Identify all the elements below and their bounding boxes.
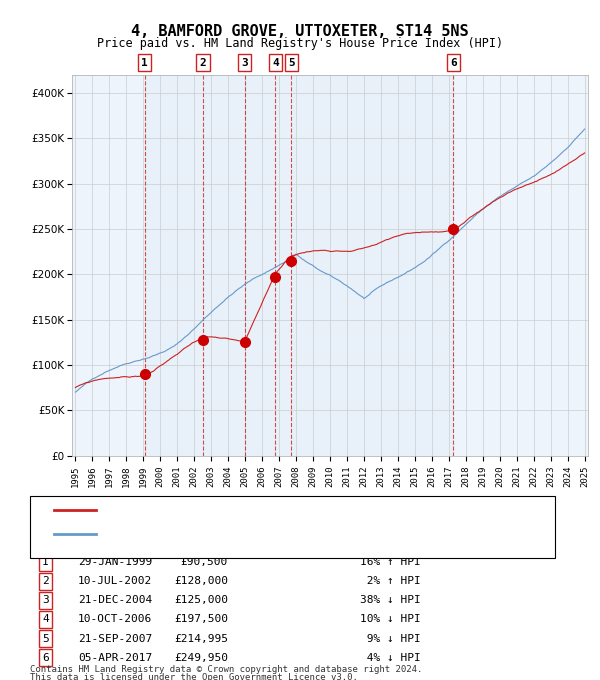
- Text: HPI: Average price, detached house, East Staffordshire: HPI: Average price, detached house, East…: [102, 529, 439, 539]
- Text: 4: 4: [42, 615, 49, 624]
- Text: Price paid vs. HM Land Registry's House Price Index (HPI): Price paid vs. HM Land Registry's House …: [97, 37, 503, 50]
- Text: 3: 3: [241, 58, 248, 67]
- Text: 10-JUL-2002: 10-JUL-2002: [78, 577, 152, 586]
- Text: 10% ↓ HPI: 10% ↓ HPI: [360, 615, 421, 624]
- Text: 6: 6: [42, 653, 49, 662]
- Text: 4, BAMFORD GROVE, UTTOXETER, ST14 5NS: 4, BAMFORD GROVE, UTTOXETER, ST14 5NS: [131, 24, 469, 39]
- Text: £214,995: £214,995: [174, 634, 228, 643]
- Text: 2: 2: [42, 577, 49, 586]
- Text: 29-JAN-1999: 29-JAN-1999: [78, 558, 152, 567]
- Text: 4% ↓ HPI: 4% ↓ HPI: [360, 653, 421, 662]
- Text: £90,500: £90,500: [181, 558, 228, 567]
- Text: 5: 5: [42, 634, 49, 643]
- Text: 6: 6: [450, 58, 457, 67]
- Text: This data is licensed under the Open Government Licence v3.0.: This data is licensed under the Open Gov…: [30, 673, 358, 680]
- Text: 05-APR-2017: 05-APR-2017: [78, 653, 152, 662]
- Text: £249,950: £249,950: [174, 653, 228, 662]
- Text: 2: 2: [200, 58, 206, 67]
- Text: 3: 3: [42, 596, 49, 605]
- Text: 10-OCT-2006: 10-OCT-2006: [78, 615, 152, 624]
- Text: 5: 5: [288, 58, 295, 67]
- Text: Contains HM Land Registry data © Crown copyright and database right 2024.: Contains HM Land Registry data © Crown c…: [30, 665, 422, 674]
- Text: 9% ↓ HPI: 9% ↓ HPI: [360, 634, 421, 643]
- Text: 4: 4: [272, 58, 279, 67]
- Text: £128,000: £128,000: [174, 577, 228, 586]
- Text: 2% ↑ HPI: 2% ↑ HPI: [360, 577, 421, 586]
- Bar: [145, 75, 453, 456]
- Text: £125,000: £125,000: [174, 596, 228, 605]
- Text: 1: 1: [42, 558, 49, 567]
- Text: 21-SEP-2007: 21-SEP-2007: [78, 634, 152, 643]
- Text: 4, BAMFORD GROVE, UTTOXETER, ST14 5NS (detached house): 4, BAMFORD GROVE, UTTOXETER, ST14 5NS (d…: [102, 505, 439, 515]
- Text: £197,500: £197,500: [174, 615, 228, 624]
- Text: 38% ↓ HPI: 38% ↓ HPI: [360, 596, 421, 605]
- Text: 1: 1: [141, 58, 148, 67]
- Text: 16% ↑ HPI: 16% ↑ HPI: [360, 558, 421, 567]
- Text: 21-DEC-2004: 21-DEC-2004: [78, 596, 152, 605]
